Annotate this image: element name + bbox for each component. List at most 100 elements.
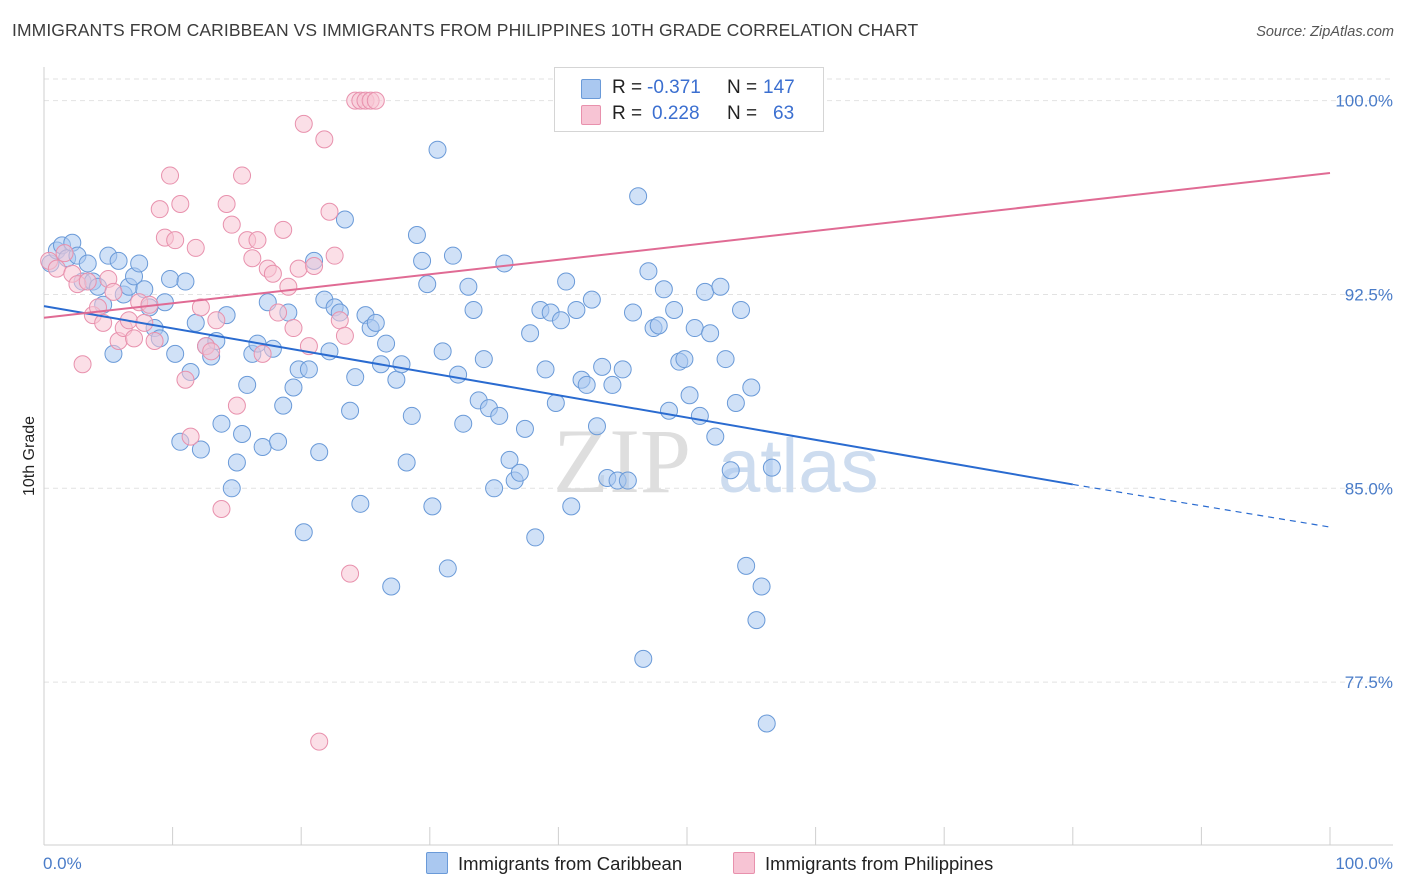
- caribbean-point: [161, 269, 180, 288]
- caribbean-point: [490, 406, 509, 425]
- caribbean-point: [294, 523, 313, 542]
- caribbean-point: [546, 394, 565, 413]
- caribbean-point: [659, 401, 678, 420]
- caribbean-point: [536, 360, 555, 379]
- caribbean-point: [407, 226, 426, 245]
- caribbean-point: [377, 334, 396, 353]
- philippines-r-value: 0.228: [652, 103, 700, 124]
- caribbean-point: [500, 450, 519, 469]
- caribbean-point: [346, 368, 365, 387]
- philippines-point: [78, 272, 97, 291]
- caribbean-point: [413, 251, 432, 270]
- philippines-point: [181, 427, 200, 446]
- caribbean-point: [191, 440, 210, 459]
- y-tick-label: 85.0%: [1345, 479, 1393, 498]
- caribbean-point: [690, 406, 709, 425]
- y-tick-label: 92.5%: [1345, 285, 1393, 304]
- caribbean-point: [109, 251, 128, 270]
- philippines-point: [73, 355, 92, 374]
- caribbean-point: [212, 414, 231, 433]
- philippines-point: [320, 202, 339, 221]
- philippines-point: [207, 311, 226, 330]
- philippines-point: [315, 130, 334, 149]
- philippines-point: [294, 114, 313, 133]
- philippines-legend-label: Immigrants from Philippines: [765, 853, 994, 874]
- philippines-point: [289, 259, 308, 278]
- philippines-point: [55, 244, 74, 263]
- caribbean-point: [397, 453, 416, 472]
- philippines-point: [310, 732, 329, 751]
- philippines-point: [145, 331, 164, 350]
- philippines-point: [263, 264, 282, 283]
- y-tick-label: 100.0%: [1335, 92, 1393, 111]
- caribbean-point: [366, 313, 385, 332]
- y-tick-label: 77.5%: [1345, 673, 1393, 692]
- caribbean-point: [474, 350, 493, 369]
- caribbean-point: [485, 479, 504, 498]
- caribbean-point: [557, 272, 576, 291]
- caribbean-point: [757, 714, 776, 733]
- philippines-point: [366, 91, 385, 110]
- philippines-point: [335, 326, 354, 345]
- philippines-swatch: [581, 105, 601, 125]
- philippines-point: [227, 396, 246, 415]
- philippines-point: [305, 257, 324, 276]
- philippines-point: [217, 194, 236, 213]
- chart-title: IMMIGRANTS FROM CARIBBEAN VS IMMIGRANTS …: [12, 20, 919, 40]
- philippines-n-value: 63: [773, 103, 795, 124]
- caribbean-point: [762, 458, 781, 477]
- caribbean-point: [310, 443, 329, 462]
- caribbean-point: [227, 453, 246, 472]
- x-tick-label: 100.0%: [1335, 854, 1393, 873]
- philippines-point: [89, 298, 108, 317]
- philippines-point: [233, 166, 252, 185]
- caribbean-point: [618, 471, 637, 490]
- caribbean-point: [562, 497, 581, 516]
- caribbean-point: [449, 365, 468, 384]
- caribbean-point: [176, 272, 195, 291]
- source-credit: Source: ZipAtlas.com: [1256, 24, 1394, 40]
- x-tick-label: 0.0%: [43, 854, 82, 873]
- caribbean-point: [233, 425, 252, 444]
- philippines-point: [150, 200, 169, 219]
- watermark-zip: ZIP: [553, 410, 691, 512]
- caribbean-point: [130, 254, 149, 273]
- philippines-point: [161, 166, 180, 185]
- caribbean-point: [510, 463, 529, 482]
- caribbean-point: [649, 316, 668, 335]
- philippines-point: [325, 246, 344, 265]
- philippines-point: [248, 231, 267, 250]
- caribbean-swatch: [581, 79, 601, 99]
- legend-item-caribbean[interactable]: Immigrants from Caribbean: [426, 852, 682, 876]
- philippines-point: [269, 303, 288, 322]
- philippines-point: [330, 311, 349, 330]
- philippines-point: [176, 370, 195, 389]
- watermark: ZIP atlas: [553, 410, 879, 512]
- caribbean-point: [721, 461, 740, 480]
- philippines-point: [94, 313, 113, 332]
- caribbean-point: [284, 378, 303, 397]
- caribbean-point: [423, 497, 442, 516]
- caribbean-trend-extension: [1072, 483, 1331, 528]
- caribbean-point: [418, 275, 437, 294]
- caribbean-point: [665, 300, 684, 319]
- caribbean-legend-swatch: [426, 852, 448, 874]
- caribbean-point: [438, 559, 457, 578]
- caribbean-point: [521, 324, 540, 343]
- caribbean-point: [155, 293, 174, 312]
- caribbean-point: [639, 262, 658, 281]
- philippines-point: [47, 259, 66, 278]
- caribbean-point: [551, 311, 570, 330]
- y-axis-label: 10th Grade: [21, 416, 38, 496]
- legend-item-philippines[interactable]: Immigrants from Philippines: [733, 852, 993, 876]
- philippines-point: [284, 319, 303, 338]
- philippines-point: [191, 298, 210, 317]
- philippines-point: [274, 220, 293, 239]
- caribbean-point: [269, 432, 288, 451]
- caribbean-point: [459, 277, 478, 296]
- caribbean-point: [433, 342, 452, 361]
- caribbean-point: [593, 357, 612, 376]
- caribbean-point: [716, 350, 735, 369]
- caribbean-point: [577, 375, 596, 394]
- watermark-atlas: atlas: [718, 424, 879, 509]
